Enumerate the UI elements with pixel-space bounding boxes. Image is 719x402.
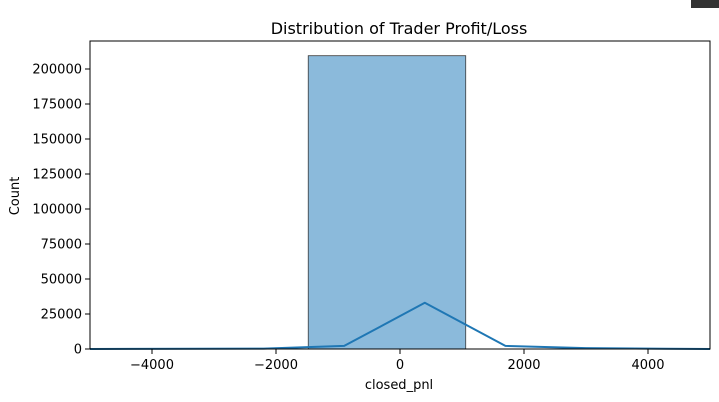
y-tick-label: 200000 [32, 63, 82, 78]
y-tick-label: 50000 [41, 273, 82, 288]
y-tick-label: 175000 [32, 98, 82, 113]
x-tick-label: −4000 [130, 358, 174, 373]
y-tick-label: 150000 [32, 133, 82, 148]
y-tick-label: 25000 [41, 308, 82, 323]
y-tick-label: 75000 [41, 238, 82, 253]
x-axis: −4000 −2000 0 2000 4000 [130, 349, 665, 373]
bars-layer [307, 55, 467, 350]
x-tick-label: 4000 [631, 358, 664, 373]
x-axis-label: closed_pnl [365, 378, 433, 393]
corner-overlay-block [691, 0, 719, 8]
y-axis-label: Count [8, 177, 23, 216]
chart-title: Distribution of Trader Profit/Loss [271, 19, 528, 38]
y-tick-label: 125000 [32, 168, 82, 183]
x-tick-label: 0 [396, 358, 404, 373]
y-tick-label: 0 [74, 343, 82, 358]
y-tick-label: 100000 [32, 203, 82, 218]
x-tick-label: −2000 [254, 358, 298, 373]
y-axis: 0 25000 50000 75000 100000 125000 150000 175000… [32, 63, 90, 358]
x-tick-label: 2000 [507, 358, 540, 373]
histogram-bar-0 [307, 55, 467, 350]
